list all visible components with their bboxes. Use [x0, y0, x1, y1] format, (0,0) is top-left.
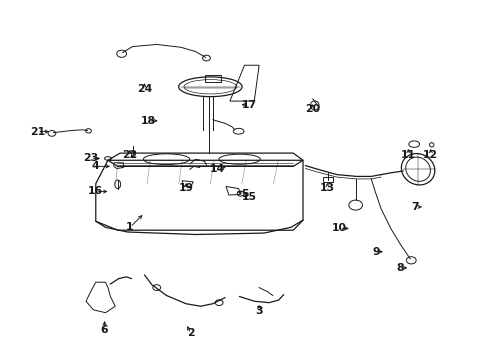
Text: 8: 8 — [396, 263, 404, 273]
Text: 24: 24 — [137, 84, 152, 94]
Text: 12: 12 — [422, 150, 437, 160]
Text: 17: 17 — [242, 100, 256, 110]
Text: 23: 23 — [83, 153, 98, 163]
Bar — [323, 177, 332, 182]
Text: 22: 22 — [122, 150, 137, 160]
Text: 6: 6 — [101, 325, 108, 335]
Text: 10: 10 — [331, 224, 346, 233]
Text: 16: 16 — [88, 186, 103, 197]
Text: 7: 7 — [410, 202, 418, 212]
Text: 14: 14 — [210, 164, 225, 174]
Text: 4: 4 — [92, 161, 100, 171]
Bar — [205, 75, 221, 82]
Text: 21: 21 — [30, 127, 45, 136]
Text: 19: 19 — [178, 183, 193, 193]
Text: 11: 11 — [400, 150, 415, 160]
Text: 18: 18 — [140, 116, 155, 126]
Text: 15: 15 — [242, 192, 256, 202]
Text: 3: 3 — [255, 306, 263, 316]
Text: 20: 20 — [305, 104, 320, 114]
Text: 5: 5 — [240, 189, 248, 199]
Text: 9: 9 — [372, 247, 379, 257]
Text: 2: 2 — [187, 328, 194, 338]
Text: 1: 1 — [126, 222, 133, 232]
Text: 13: 13 — [319, 183, 334, 193]
